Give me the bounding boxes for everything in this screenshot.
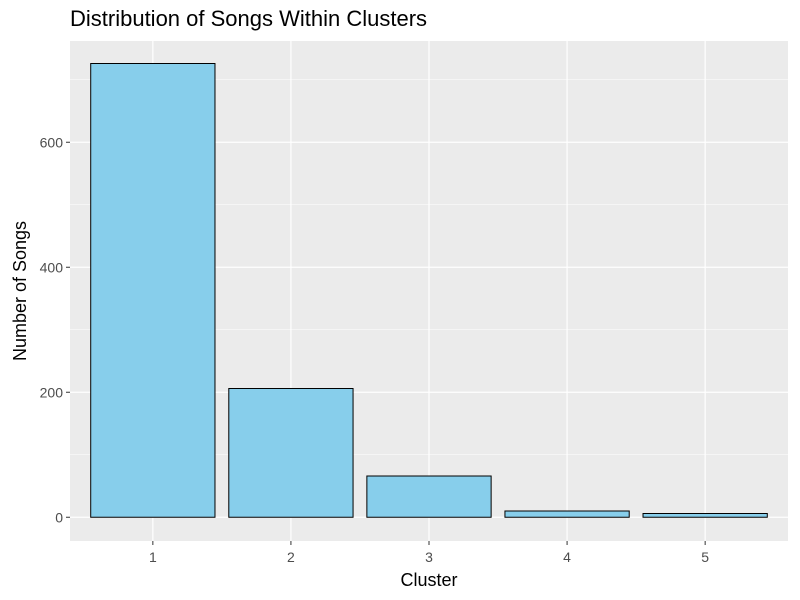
bar-cluster-2 (228, 388, 354, 518)
x-axis-ticks: 1 2 3 4 5 (149, 541, 709, 565)
y-tick-label: 600 (40, 134, 64, 150)
bar-cluster-1 (90, 63, 216, 518)
y-tick-label: 400 (40, 259, 64, 275)
x-axis-title: Cluster (400, 570, 457, 590)
bar-cluster-4 (504, 510, 630, 518)
y-axis-ticks: 0 200 400 600 (40, 134, 70, 525)
x-tick-label: 2 (287, 549, 295, 565)
y-tick-label: 0 (55, 509, 63, 525)
bars (90, 63, 768, 518)
y-tick-label: 200 (40, 384, 64, 400)
x-tick-label: 3 (425, 549, 433, 565)
bar-cluster-5 (642, 513, 768, 518)
y-axis-title: Number of Songs (10, 221, 30, 361)
x-tick-label: 1 (149, 549, 157, 565)
x-tick-label: 5 (701, 549, 709, 565)
chart-title: Distribution of Songs Within Clusters (70, 6, 428, 31)
x-tick-label: 4 (563, 549, 571, 565)
bar-cluster-3 (366, 475, 492, 518)
